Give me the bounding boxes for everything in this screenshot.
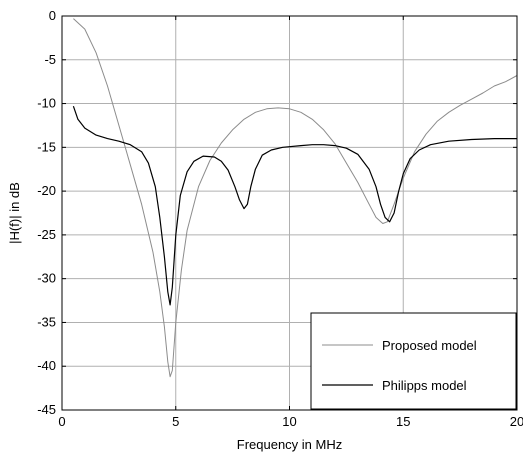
- x-tick-label: 20: [510, 414, 523, 429]
- y-tick-label: -45: [37, 402, 56, 417]
- y-tick-label: -25: [37, 227, 56, 242]
- y-tick-label: -10: [37, 96, 56, 111]
- x-tick-label: 0: [58, 414, 65, 429]
- y-tick-label: -15: [37, 139, 56, 154]
- y-tick-label: 0: [49, 8, 56, 23]
- y-axis-ticks: 0 -5 -10 -15 -20 -25 -30 -35 -40 -45: [37, 8, 517, 417]
- series-line-philipps: [72, 106, 517, 306]
- x-tick-label: 5: [172, 414, 179, 429]
- x-tick-label: 10: [282, 414, 296, 429]
- y-tick-label: -40: [37, 358, 56, 373]
- y-tick-label: -5: [44, 52, 56, 67]
- grid: [62, 16, 517, 410]
- legend-label-philipps: Philipps model: [382, 378, 467, 393]
- legend-label-proposed: Proposed model: [382, 338, 477, 353]
- series-line-proposed: [73, 18, 518, 378]
- series-lines: [72, 18, 518, 378]
- y-axis-label: |H(f)| in dB: [7, 182, 22, 244]
- legend-box: [310, 312, 517, 410]
- y-tick-label: -30: [37, 271, 56, 286]
- y-tick-label: -20: [37, 183, 56, 198]
- legend: Proposed model Philipps model: [310, 312, 517, 410]
- y-tick-label: -35: [37, 314, 56, 329]
- x-axis-label: Frequency in MHz: [237, 437, 342, 452]
- x-tick-label: 15: [396, 414, 410, 429]
- x-axis-ticks: 0 5 10 15 20: [58, 16, 523, 429]
